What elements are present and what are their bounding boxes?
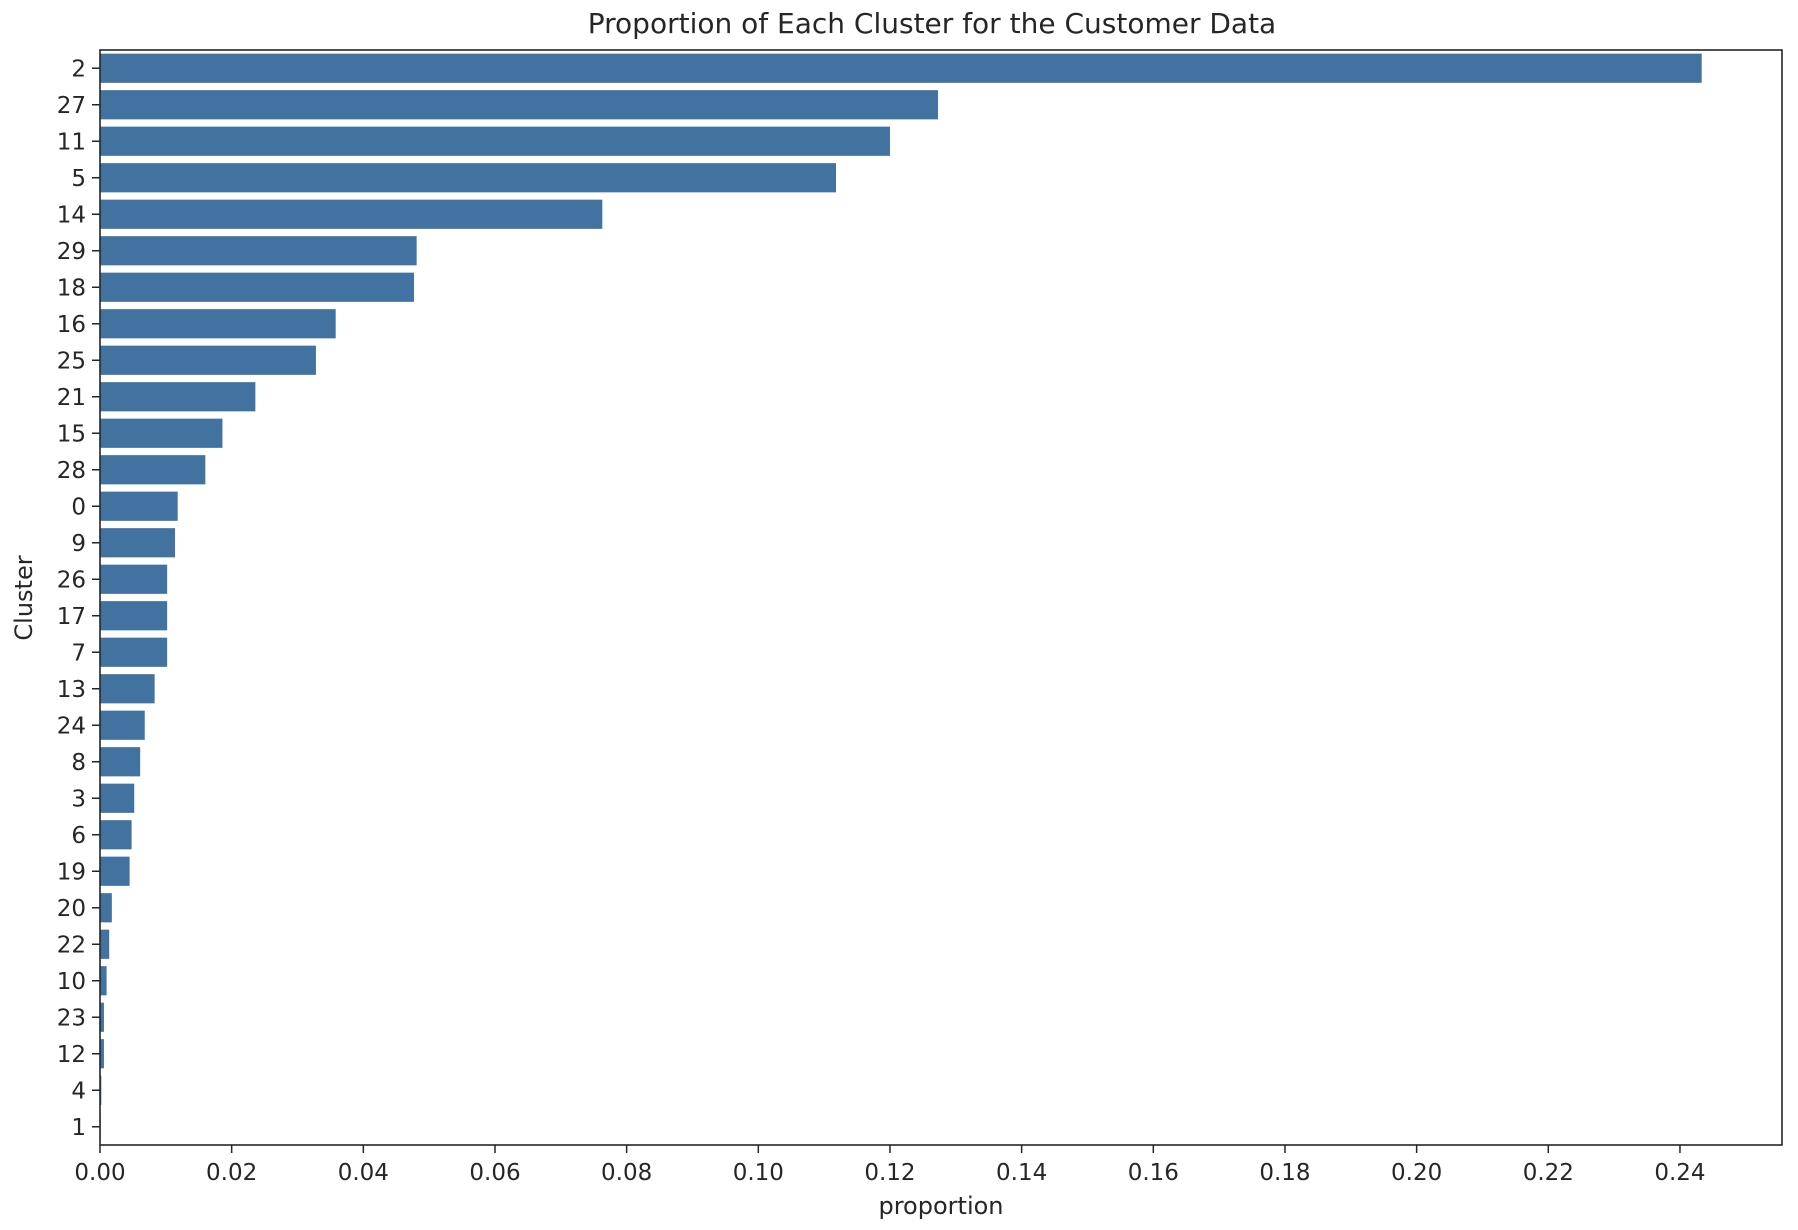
y-tick-label: 22	[57, 932, 86, 958]
bar-cluster-7	[100, 637, 168, 667]
bar-cluster-20	[100, 893, 112, 923]
bar-cluster-15	[100, 418, 223, 448]
bar-cluster-22	[100, 929, 110, 959]
x-axis-ticks: 0.00 0.02 0.04 0.06 0.08 0.10 0.12 0.14 0.16 0.18…	[74, 1145, 1706, 1186]
bar-cluster-3	[100, 783, 135, 813]
bar-cluster-25	[100, 345, 316, 375]
y-tick-label: 25	[57, 348, 86, 374]
y-tick-label: 29	[57, 239, 86, 265]
y-tick-label: 0	[71, 494, 86, 520]
y-tick-label: 27	[57, 93, 86, 119]
x-tick-label: 0.04	[338, 1160, 389, 1186]
y-tick-label: 2	[71, 56, 86, 82]
x-tick-label: 0.00	[74, 1160, 125, 1186]
bar-cluster-17	[100, 601, 168, 631]
y-tick-label: 26	[57, 567, 86, 593]
y-tick-label: 18	[57, 275, 86, 301]
x-tick-label: 0.18	[1259, 1160, 1310, 1186]
x-tick-label: 0.22	[1523, 1160, 1574, 1186]
y-tick-label: 17	[57, 604, 86, 630]
bar-cluster-18	[100, 272, 415, 302]
y-axis-ticks: 2271151429181625211528092617713248361920…	[57, 56, 100, 1141]
bar-cluster-9	[100, 528, 176, 558]
y-tick-label: 21	[57, 385, 86, 411]
bar-cluster-10	[100, 966, 107, 996]
bar-cluster-26	[100, 564, 168, 594]
bar-cluster-12	[100, 1039, 104, 1069]
y-tick-label: 24	[57, 713, 86, 739]
bar-cluster-5	[100, 163, 836, 193]
x-tick-label: 0.20	[1391, 1160, 1442, 1186]
bars	[100, 53, 1702, 1142]
bar-cluster-23	[100, 1002, 104, 1032]
y-tick-label: 15	[57, 421, 86, 447]
bar-cluster-29	[100, 236, 417, 266]
y-tick-label: 3	[71, 786, 86, 812]
y-tick-label: 20	[57, 896, 86, 922]
bar-cluster-6	[100, 820, 132, 850]
chart-title: Proportion of Each Cluster for the Custo…	[588, 7, 1276, 40]
x-axis-label: proportion	[878, 1192, 1003, 1220]
bar-cluster-24	[100, 710, 145, 740]
y-tick-label: 9	[71, 531, 86, 557]
bar-cluster-2	[100, 53, 1702, 83]
y-tick-label: 16	[57, 312, 86, 338]
x-tick-label: 0.12	[864, 1160, 915, 1186]
y-axis-label: Cluster	[10, 555, 38, 640]
x-tick-label: 0.10	[733, 1160, 784, 1186]
y-tick-label: 7	[71, 640, 86, 666]
y-tick-label: 13	[57, 677, 86, 703]
y-tick-label: 8	[71, 750, 86, 776]
y-tick-label: 4	[71, 1078, 86, 1104]
plot-frame	[99, 49, 1783, 1146]
bar-cluster-19	[100, 856, 130, 886]
y-tick-label: 6	[71, 823, 86, 849]
x-tick-label: 0.02	[206, 1160, 257, 1186]
y-tick-label: 28	[57, 458, 86, 484]
y-tick-label: 11	[57, 129, 86, 155]
y-tick-label: 1	[71, 1115, 86, 1141]
y-tick-label: 23	[57, 1005, 86, 1031]
x-tick-label: 0.06	[469, 1160, 520, 1186]
bar-cluster-11	[100, 126, 890, 156]
bar-cluster-0	[100, 491, 178, 521]
x-tick-label: 0.24	[1654, 1160, 1705, 1186]
bar-cluster-21	[100, 382, 256, 412]
x-tick-label: 0.14	[996, 1160, 1047, 1186]
bar-cluster-16	[100, 309, 336, 339]
y-tick-label: 19	[57, 859, 86, 885]
y-tick-label: 12	[57, 1042, 86, 1068]
bar-cluster-8	[100, 747, 141, 777]
y-tick-label: 14	[57, 202, 86, 228]
bar-cluster-14	[100, 199, 603, 229]
bar-cluster-28	[100, 455, 206, 485]
x-tick-label: 0.08	[601, 1160, 652, 1186]
bar-cluster-13	[100, 674, 155, 704]
bar-cluster-27	[100, 90, 939, 120]
y-tick-label: 5	[71, 166, 86, 192]
y-tick-label: 10	[57, 969, 86, 995]
x-tick-label: 0.16	[1128, 1160, 1179, 1186]
